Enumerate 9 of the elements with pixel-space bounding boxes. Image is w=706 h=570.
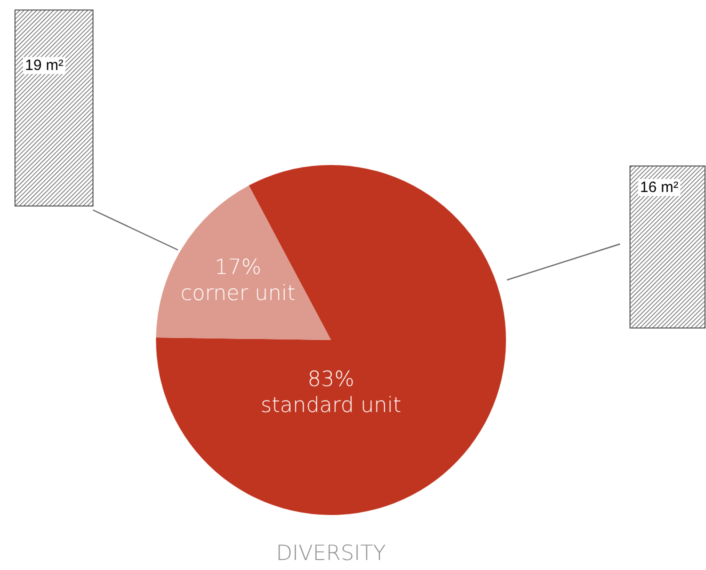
pie-slice <box>156 165 506 515</box>
data-label: 83% <box>308 366 354 391</box>
data-label: 17% <box>214 254 262 279</box>
slice-label: corner unit <box>180 281 296 306</box>
text: 19 m² <box>25 57 64 74</box>
slice-label: standard unit <box>260 393 402 418</box>
pie-slice <box>156 185 331 340</box>
text: 16 m² <box>640 179 678 196</box>
text: DIVERSITY <box>276 541 386 565</box>
